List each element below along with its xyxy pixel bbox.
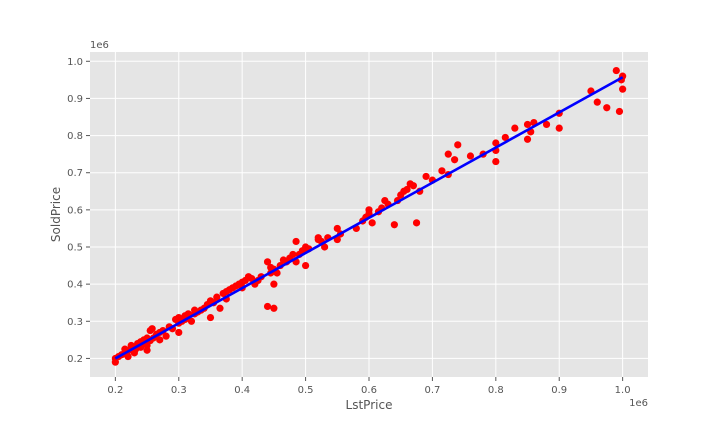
data-point xyxy=(289,250,297,259)
y-tick-label: 0.9 xyxy=(67,94,83,105)
x-tick-label: 0.7 xyxy=(424,385,440,396)
data-point xyxy=(216,304,224,312)
data-point xyxy=(321,243,329,251)
data-point xyxy=(403,185,411,194)
data-point xyxy=(615,107,624,116)
data-point xyxy=(124,352,132,361)
y-tick-label: 0.3 xyxy=(67,317,83,328)
data-point xyxy=(492,139,500,147)
data-point xyxy=(206,313,215,322)
data-point xyxy=(492,157,500,166)
y-tick-label: 1.0 xyxy=(67,57,83,68)
data-point xyxy=(175,328,183,337)
x-tick-label: 0.6 xyxy=(361,385,377,396)
data-point xyxy=(438,167,446,175)
x-tick-label: 0.3 xyxy=(171,385,187,396)
data-point xyxy=(593,98,601,106)
axis-ticks: 0.2 0.3 0.4 0.5 0.6 0.7 0.8 0.9 1.0 0.2 0.3 0.4 0.5 0… xyxy=(67,57,630,396)
data-point xyxy=(451,156,459,164)
x-tick-label: 0.2 xyxy=(107,385,123,396)
x-tick-label: 0.5 xyxy=(298,385,314,396)
data-point xyxy=(143,346,151,354)
y-tick-label: 0.7 xyxy=(67,168,83,179)
data-point xyxy=(368,219,376,227)
data-point xyxy=(148,325,156,333)
y-axis-label: SoldPrice xyxy=(49,187,63,242)
x-tick-label: 0.4 xyxy=(234,385,250,396)
data-point xyxy=(301,261,310,270)
x-tick-label: 0.9 xyxy=(551,385,567,396)
y-tick-label: 0.2 xyxy=(67,354,83,365)
data-point xyxy=(390,221,398,229)
data-point xyxy=(292,237,300,246)
y-tick-label: 0.6 xyxy=(67,205,83,216)
data-point xyxy=(187,317,196,325)
data-point xyxy=(619,85,627,93)
data-point xyxy=(156,336,164,344)
data-point xyxy=(523,135,532,143)
data-point xyxy=(263,302,272,311)
data-point xyxy=(409,182,417,190)
data-point xyxy=(162,332,170,340)
x-axis-label: LstPrice xyxy=(346,398,393,412)
data-point xyxy=(333,224,341,233)
fit-line-group xyxy=(114,76,624,360)
y-offset-label: 1e6 xyxy=(90,40,109,51)
data-point xyxy=(270,280,278,288)
data-point xyxy=(511,124,519,132)
data-point xyxy=(466,152,475,160)
fit-line xyxy=(114,76,624,360)
data-point xyxy=(542,120,551,129)
x-tick-label: 0.8 xyxy=(488,385,504,396)
y-tick-label: 0.8 xyxy=(67,131,83,142)
data-point xyxy=(501,133,509,142)
data-point xyxy=(612,66,620,75)
x-tick-label: 1.0 xyxy=(615,385,631,396)
y-tick-label: 0.4 xyxy=(67,280,83,291)
data-point xyxy=(412,219,421,227)
data-point xyxy=(454,141,462,149)
data-point xyxy=(270,304,278,312)
data-point xyxy=(263,258,272,266)
y-tick-label: 0.5 xyxy=(67,243,83,254)
data-point xyxy=(248,274,256,283)
data-point xyxy=(422,172,430,181)
data-point xyxy=(213,293,221,301)
data-point xyxy=(603,104,611,112)
data-point xyxy=(523,120,532,129)
x-offset-label: 1e6 xyxy=(629,398,648,409)
data-point xyxy=(555,124,563,132)
data-point xyxy=(444,150,452,158)
